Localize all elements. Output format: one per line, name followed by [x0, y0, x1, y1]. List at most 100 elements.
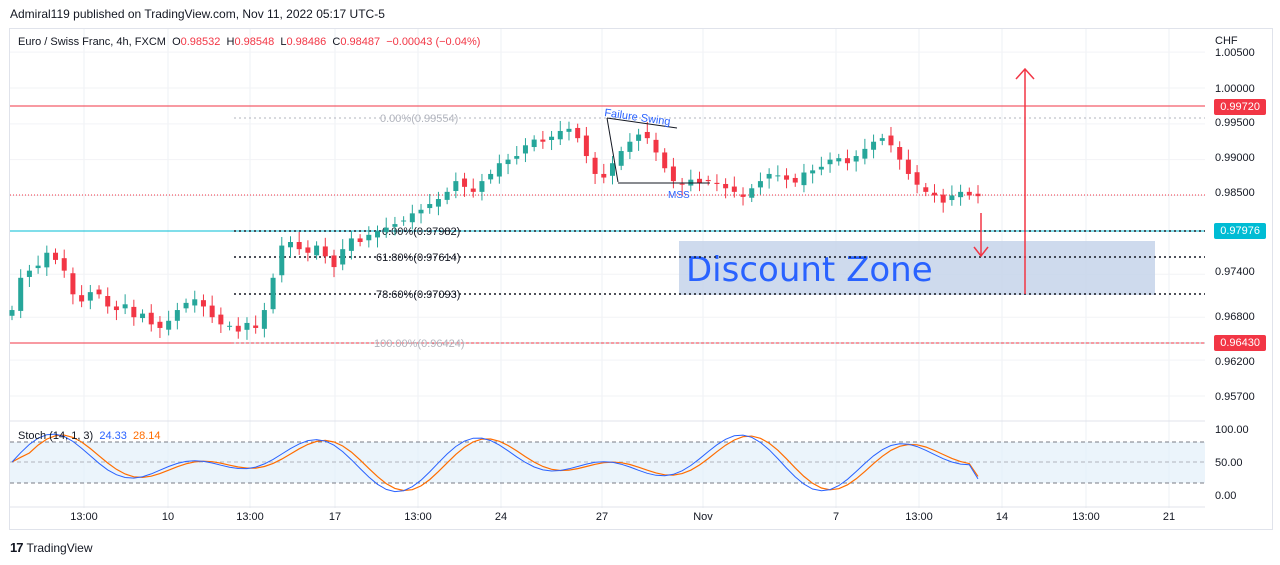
mss-label: MSS: [668, 190, 690, 201]
price-tick-label: 0.96800: [1215, 311, 1255, 323]
candle-body: [340, 249, 346, 265]
discount-zone-label: Discount Zone: [686, 250, 933, 290]
footer-brand-text: TradingView: [26, 540, 93, 555]
failure-swing-line: [606, 117, 678, 129]
candle-body: [87, 292, 93, 301]
price-tick-label: 0.99500: [1215, 117, 1255, 129]
candle-body: [261, 310, 267, 329]
time-tick-label: Nov: [693, 511, 713, 523]
candle-body: [235, 325, 241, 332]
discount-zone-box: [679, 241, 1155, 295]
candle-body: [636, 134, 642, 141]
stoch-d-line: [11, 434, 979, 492]
stoch-tick-label: 100.00: [1215, 424, 1249, 436]
candle-body: [644, 131, 650, 139]
candle-body: [653, 139, 659, 153]
time-tick-label: 7: [833, 511, 839, 523]
candle-body: [200, 300, 206, 307]
candle-body: [314, 245, 320, 256]
candle-body: [418, 209, 424, 214]
low-label: L: [280, 36, 287, 48]
candle-body: [575, 127, 581, 139]
candle-body: [375, 231, 381, 238]
candle-body: [592, 157, 598, 174]
candle-body: [784, 175, 790, 180]
stoch-tick-label: 50.00: [1215, 457, 1243, 469]
candle-body: [479, 181, 485, 192]
candle-body: [888, 135, 894, 146]
stoch-label: Stoch (14, 1, 3): [18, 430, 94, 442]
candle-body: [844, 158, 850, 164]
candle-body: [836, 158, 842, 162]
candle-body: [740, 194, 746, 197]
up-arrowhead-icon: [1015, 67, 1035, 80]
candle-body: [183, 302, 189, 309]
time-tick-label: 21: [1163, 511, 1175, 523]
candle-body: [79, 295, 85, 302]
candle-body: [514, 156, 520, 159]
candle-body: [496, 163, 502, 177]
candle-body: [9, 310, 15, 316]
candle-body: [818, 166, 824, 170]
fib-label: 61.80%(0.97614): [376, 252, 460, 264]
open-value: 0.98532: [180, 36, 221, 48]
candle-body: [131, 306, 137, 318]
candle-body: [531, 139, 537, 148]
candle-body: [810, 170, 816, 174]
candle-body: [18, 277, 24, 311]
candle-body: [305, 247, 311, 253]
symbol-legend: Euro / Swiss Franc, 4h, FXCM O0.98532 H0…: [18, 36, 480, 48]
time-tick-label: 13:00: [404, 511, 432, 523]
candle-body: [470, 188, 476, 192]
candle-body: [253, 325, 259, 328]
candle-body: [488, 173, 494, 180]
candle-body: [140, 313, 146, 319]
candle-body: [871, 141, 877, 150]
price-tick-label: 0.97400: [1215, 266, 1255, 278]
stoch-legend: Stoch (14, 1, 3) 24.33 28.14: [18, 430, 161, 442]
high-value: 0.98548: [234, 36, 275, 48]
close-value: 0.98487: [340, 36, 381, 48]
stoch-k-line: [11, 433, 979, 493]
failure-swing-label: Failure Swing: [604, 107, 672, 128]
candle-body: [61, 258, 67, 271]
candle-body: [122, 304, 128, 309]
symbol-name: Euro / Swiss Franc, 4h, FXCM: [18, 36, 166, 48]
time-tick-label: 13:00: [236, 511, 264, 523]
price-tag-cyan: 0.97976: [1214, 223, 1266, 239]
candle-body: [44, 252, 50, 268]
candle-body: [296, 242, 302, 250]
price-tick-label: 0.98500: [1215, 187, 1255, 199]
candle-body: [366, 234, 372, 241]
candle-body: [174, 310, 180, 321]
candle-body: [940, 194, 946, 203]
candle-body: [749, 188, 755, 198]
candle-body: [775, 175, 781, 177]
candle-body: [331, 255, 337, 268]
candle-body: [540, 139, 546, 142]
stoch-tick-label: 0.00: [1215, 490, 1236, 502]
candle-body: [148, 312, 154, 325]
candle-body: [731, 186, 737, 192]
footer-branding[interactable]: 17 TradingView: [10, 540, 93, 555]
stoch-d-value: 28.14: [133, 430, 161, 442]
candle-body: [322, 246, 328, 257]
candle-body: [627, 141, 633, 152]
candle-body: [897, 147, 903, 160]
fib-label: 100.00%(0.96424): [374, 338, 465, 350]
candle-body: [670, 166, 676, 182]
candle-body: [914, 172, 920, 185]
candle-body: [505, 159, 511, 165]
candle-body: [244, 322, 250, 330]
candle-body: [444, 191, 450, 200]
candle-body: [453, 181, 459, 192]
chart-frame[interactable]: [9, 28, 1273, 530]
candle-body: [697, 178, 703, 183]
candle-body: [723, 183, 729, 189]
candle-body: [348, 238, 354, 251]
candle-body: [105, 296, 111, 307]
price-tag-lower-red: 0.96430: [1214, 335, 1266, 351]
candle-body: [401, 220, 407, 222]
stoch-k-value: 24.33: [99, 430, 127, 442]
